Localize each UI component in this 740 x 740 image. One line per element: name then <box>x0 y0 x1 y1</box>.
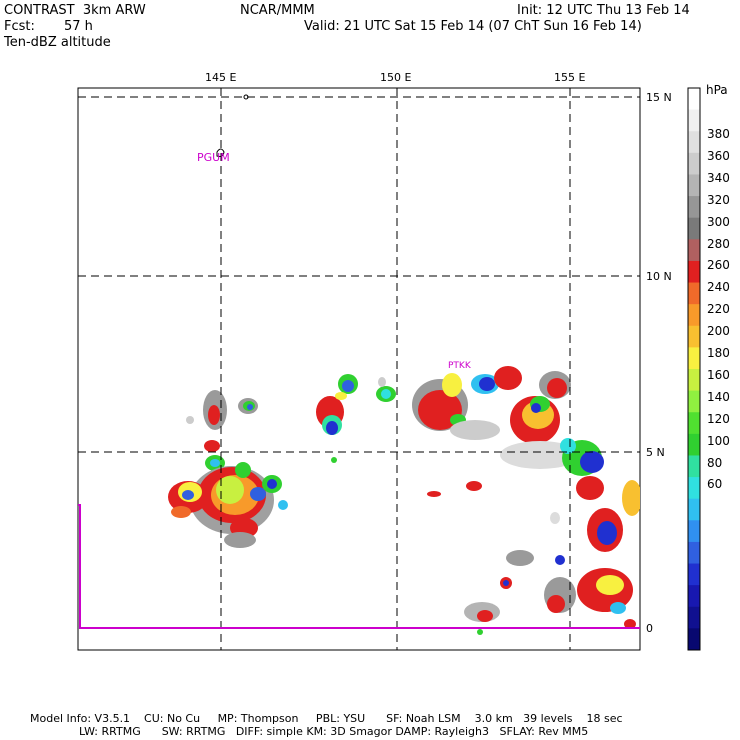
colorbar-swatch <box>688 455 700 478</box>
colorbar-label: 80 <box>707 455 723 470</box>
colorbar-label: 120 <box>707 411 730 426</box>
lon-label-150: 150 E <box>380 71 412 84</box>
colorbar-label: 320 <box>707 192 730 207</box>
colorbar-label: 340 <box>707 170 730 185</box>
colorbar-label: 360 <box>707 148 730 163</box>
colorbar-swatch <box>688 520 700 543</box>
island-coast <box>243 94 249 100</box>
model-info-line2: LW: RRTMG SW: RRTMG DIFF: simple KM: 3D … <box>30 725 589 738</box>
colorbar-swatch <box>688 541 700 565</box>
colorbar-label: 160 <box>707 367 730 382</box>
lat-label-5n: 5 N <box>646 446 665 459</box>
colorbar-label: 260 <box>707 258 730 273</box>
lat-label-0: 0 <box>646 622 653 635</box>
colorbar-swatch <box>688 239 700 262</box>
guam-coast <box>216 148 225 157</box>
valid-time: Valid: 21 UTC Sat 15 Feb 14 (07 ChT Sun … <box>304 19 642 34</box>
colorbar-swatch <box>688 498 700 521</box>
colorbar-swatch <box>688 152 700 175</box>
colorbar-swatch <box>688 606 700 629</box>
lat-label-10n: 10 N <box>646 270 672 283</box>
colorbar-label: 240 <box>707 280 730 295</box>
forecast-label: Fcst: <box>4 19 35 34</box>
colorbar-label: 220 <box>707 302 730 317</box>
colorbar-swatch <box>688 585 700 608</box>
echo-cluster-central <box>316 374 396 463</box>
colorbar-label: 200 <box>707 324 730 339</box>
colorbar-swatch <box>688 109 700 132</box>
colorbar-swatch <box>688 325 700 348</box>
init-time: Init: 12 UTC Thu 13 Feb 14 <box>517 3 690 18</box>
lat-label-15n: 15 N <box>646 91 672 104</box>
echo-cluster-east <box>412 366 640 635</box>
colorbar-frame <box>687 87 701 651</box>
colorbar-label: 60 <box>707 477 723 492</box>
colorbar-label: 280 <box>707 236 730 251</box>
colorbar-swatch <box>688 282 700 305</box>
colorbar-swatch <box>688 412 700 435</box>
colorbar-swatch <box>688 88 700 111</box>
forecast-hour: 57 h <box>64 19 93 34</box>
colorbar-swatch <box>688 304 700 327</box>
equator-line <box>78 504 640 629</box>
colorbar-label: 180 <box>707 346 730 360</box>
station-label-pgum: PGUM <box>197 151 230 164</box>
lon-label-145: 145 E <box>205 71 237 84</box>
colorbar-swatch <box>688 260 700 284</box>
colorbar-swatch <box>688 174 700 197</box>
colorbar <box>687 87 701 651</box>
colorbar-swatch <box>688 477 700 500</box>
lon-label-155: 155 E <box>554 71 586 84</box>
colorbar-swatch <box>688 628 700 651</box>
colorbar-swatch <box>688 390 700 413</box>
colorbar-label: 140 <box>707 389 730 404</box>
colorbar-swatch <box>688 196 700 219</box>
colorbar-swatch <box>688 369 700 392</box>
colorbar-label: 100 <box>707 433 730 448</box>
model-title: CONTRAST 3km ARW <box>4 3 146 18</box>
model-info-line1: Model Info: V3.5.1 CU: No Cu MP: Thompso… <box>30 712 623 725</box>
lat-lon-grid <box>78 88 640 650</box>
colorbar-swatch <box>688 217 700 240</box>
station-label-ptkk: PTKK <box>448 361 471 371</box>
echo-cluster-west <box>168 390 288 548</box>
colorbar-unit: hPa <box>706 83 728 97</box>
center-title: NCAR/MMM <box>240 3 315 18</box>
colorbar-swatch <box>688 131 700 154</box>
colorbar-label: 300 <box>707 214 730 229</box>
colorbar-swatch <box>688 433 700 456</box>
colorbar-swatch <box>688 347 700 370</box>
colorbar-label: 380 <box>707 127 730 141</box>
field-title: Ten-dBZ altitude <box>4 35 111 50</box>
map-frame <box>77 87 641 651</box>
colorbar-swatch <box>688 563 700 586</box>
